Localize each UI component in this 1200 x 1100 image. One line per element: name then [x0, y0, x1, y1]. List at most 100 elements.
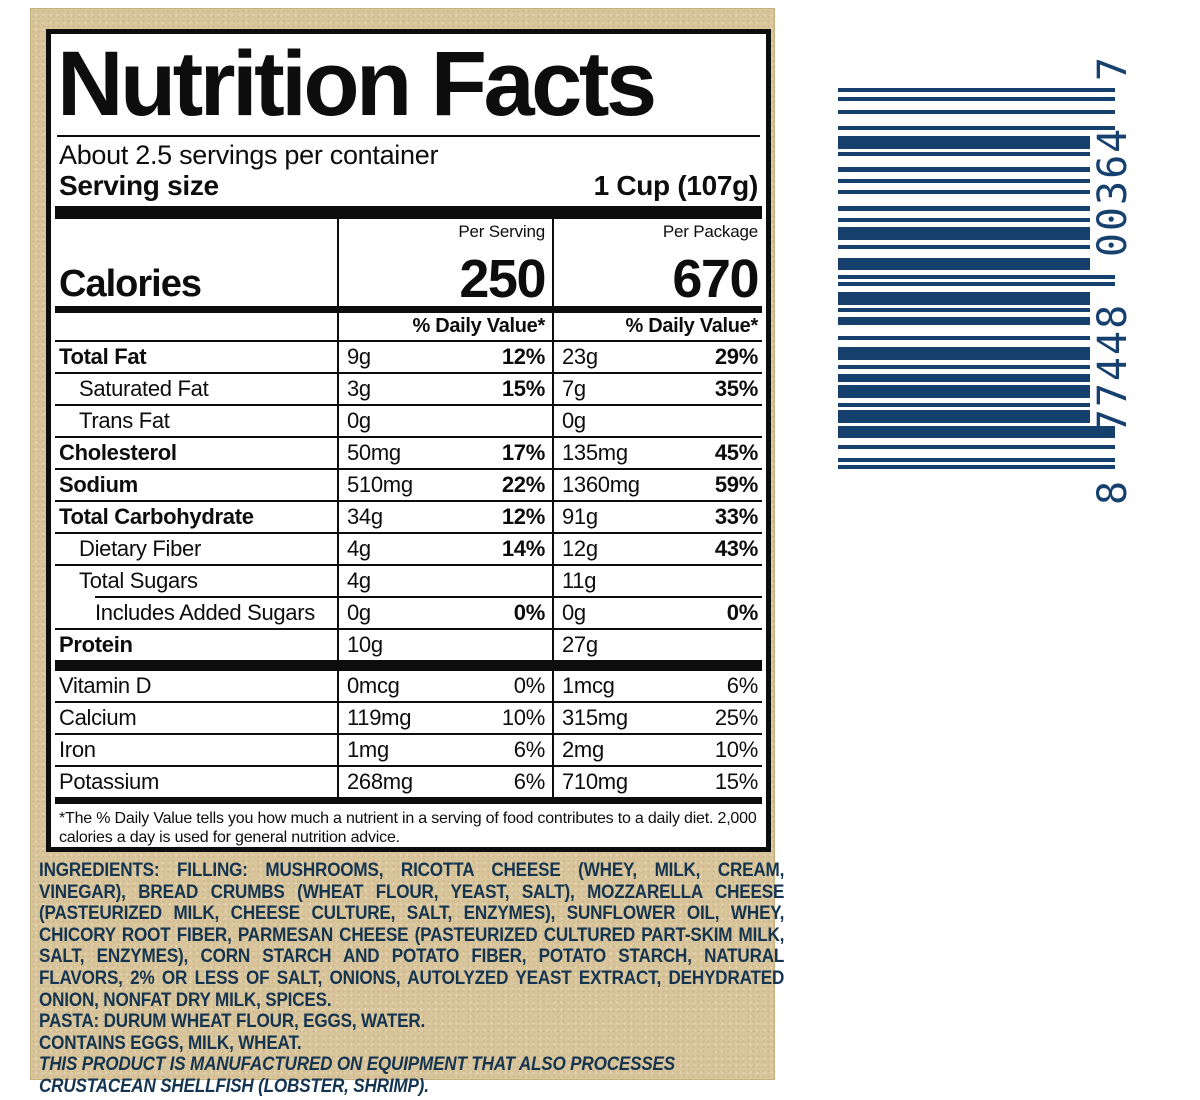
package-amount: 11g — [562, 568, 597, 593]
nutrient-row-sodium: Sodium 510mg 22% 1360mg 59% — [55, 470, 762, 500]
package-dv: 0% — [726, 600, 759, 625]
serving-dv: 0% — [513, 600, 546, 625]
barcode-bar — [838, 347, 1090, 360]
row-divider — [55, 468, 762, 470]
nutrition-table: Per Serving Per Package Calories 250 670… — [55, 219, 762, 797]
row-divider — [55, 628, 762, 630]
package-amount: 0g — [562, 408, 586, 433]
serving-amount: 10g — [347, 632, 383, 657]
nutrient-name: Dietary Fiber — [79, 536, 202, 561]
serving-dv: 6% — [513, 737, 546, 762]
package-amount: 315mg — [562, 705, 628, 730]
nutrient-name: Potassium — [59, 769, 160, 794]
serving-amount: 9g — [347, 344, 371, 369]
calories-per-package: 670 — [672, 249, 759, 309]
ingredients-paragraph: INGREDIENTS: FILLING: MUSHROOMS, RICOTTA… — [39, 860, 784, 1011]
nutrition-facts-label: Nutrition Facts About 2.5 servings per c… — [46, 29, 771, 852]
daily-value-header-package: % Daily Value* — [625, 315, 758, 337]
nutrient-row-trans-fat: Trans Fat 0g 0g — [55, 406, 762, 436]
nutrient-name: Total Fat — [59, 344, 147, 369]
barcode-bar — [838, 317, 1090, 325]
thick-separator-bar — [55, 660, 762, 671]
servings-per-container: About 2.5 servings per container — [59, 140, 439, 170]
filling-text: MUSHROOMS, RICOTTA CHEESE (WHEY, MILK, C… — [39, 860, 785, 1011]
serving-size-row: Serving size 1 Cup (107g) — [55, 170, 762, 206]
serving-amount: 50mg — [347, 440, 401, 465]
medium-separator-bar — [55, 797, 762, 804]
barcode-bar — [838, 275, 1115, 279]
serving-dv: 22% — [501, 472, 545, 497]
nutrient-name: Calcium — [59, 705, 137, 730]
calories-row: Calories 250 670 — [55, 244, 762, 306]
serving-amount: 0mcg — [347, 673, 400, 698]
barcode-bar — [838, 374, 1090, 382]
row-divider — [55, 340, 762, 342]
package-dv: 43% — [714, 536, 758, 561]
nutrition-facts-title: Nutrition Facts — [57, 33, 657, 135]
package-dv: 29% — [714, 344, 758, 369]
package-amount: 1360mg — [562, 472, 640, 497]
nutrient-name: Includes Added Sugars — [95, 600, 315, 625]
barcode-bar — [838, 152, 1090, 156]
per-package-header: Per Package — [662, 221, 758, 241]
packaging-panel: Nutrition Facts About 2.5 servings per c… — [30, 8, 784, 1097]
serving-amount: 0g — [347, 408, 371, 433]
row-divider — [55, 532, 762, 534]
barcode-bar — [838, 97, 1115, 101]
package-amount: 710mg — [562, 769, 628, 794]
nutrient-row-total-carbohydrate: Total Carbohydrate 34g 12% 91g 33% — [55, 502, 762, 532]
filling-label: FILLING: — [177, 860, 248, 881]
serving-amount: 0g — [347, 600, 371, 625]
daily-value-header-serving: % Daily Value* — [412, 315, 545, 337]
nutrient-name: Cholesterol — [59, 440, 177, 465]
pasta-line: PASTA: DURUM WHEAT FLOUR, EGGS, WATER. — [39, 1011, 784, 1033]
row-divider — [55, 436, 762, 438]
nutrient-name: Saturated Fat — [79, 376, 209, 401]
barcode-bar — [838, 179, 1090, 183]
barcode-bar — [838, 426, 1115, 438]
barcode-bar — [838, 227, 1090, 240]
nutrient-name: Iron — [59, 737, 96, 762]
nutrient-row-vitamin-d: Vitamin D 0mcg 0% 1mcg 6% — [55, 671, 762, 701]
nutrient-row-potassium: Potassium 268mg 6% 710mg 15% — [55, 767, 762, 797]
package-amount: 135mg — [562, 440, 628, 465]
package-amount: 2mg — [562, 737, 604, 762]
serving-amount: 510mg — [347, 472, 413, 497]
row-divider — [55, 765, 762, 767]
nutrient-row-cholesterol: Cholesterol 50mg 17% 135mg 45% — [55, 438, 762, 468]
barcode-bar — [838, 245, 1090, 249]
barcode-bar — [838, 403, 1090, 407]
serving-dv: 12% — [501, 504, 545, 529]
column-divider-1 — [337, 219, 339, 797]
calories-per-serving: 250 — [459, 249, 546, 309]
barcode-bar — [838, 206, 1090, 211]
barcode-bar — [838, 308, 1090, 312]
package-dv: 25% — [714, 705, 758, 730]
serving-amount: 34g — [347, 504, 383, 529]
row-divider — [55, 404, 762, 406]
serving-size-value: 1 Cup (107g) — [593, 170, 759, 201]
row-divider — [55, 564, 762, 566]
barcode-bar — [838, 218, 1090, 222]
title-rule — [57, 135, 760, 137]
nutrient-row-dietary-fiber: Dietary Fiber 4g 14% 12g 43% — [55, 534, 762, 564]
ingredients-heading: INGREDIENTS: — [39, 860, 160, 881]
column-divider-2 — [552, 219, 554, 797]
calories-label: Calories — [59, 263, 202, 305]
nutrient-name: Sodium — [59, 472, 138, 497]
nutrient-row-iron: Iron 1mg 6% 2mg 10% — [55, 735, 762, 765]
serving-amount: 119mg — [347, 705, 412, 730]
daily-value-header-row: % Daily Value* % Daily Value* — [55, 313, 762, 340]
package-amount: 91g — [562, 504, 598, 529]
serving-dv: 12% — [501, 344, 545, 369]
nutrient-row-total-sugars: Total Sugars 4g 11g — [55, 566, 762, 596]
serving-amount: 1mg — [347, 737, 389, 762]
nutrient-row-saturated-fat: Saturated Fat 3g 15% 7g 35% — [55, 374, 762, 404]
serving-dv: 6% — [513, 769, 546, 794]
serving-dv: 14% — [501, 536, 545, 561]
barcode-bar — [838, 465, 1115, 469]
pasta-label: PASTA: — [39, 1011, 100, 1033]
package-amount: 1mcg — [562, 673, 615, 698]
allergen-notice: THIS PRODUCT IS MANUFACTURED ON EQUIPMEN… — [39, 1054, 676, 1097]
package-dv: 59% — [714, 472, 758, 497]
